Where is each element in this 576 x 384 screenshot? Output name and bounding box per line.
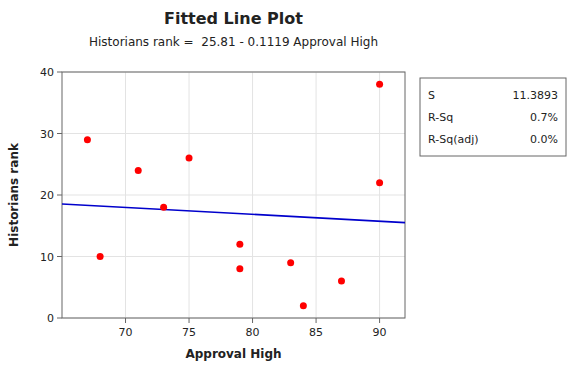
x-tick: [189, 318, 190, 323]
x-tick-label: 90: [373, 326, 387, 339]
chart: Fitted Line Plot Historians rank = 25.81 …: [0, 0, 576, 384]
x-grid-line: [252, 72, 253, 318]
y-tick: [57, 72, 62, 73]
stats-label: R-Sq: [428, 111, 453, 124]
y-grid-line: [62, 195, 405, 196]
x-tick-label: 75: [182, 326, 196, 339]
stats-value: 0.0%: [530, 133, 558, 146]
point: [160, 204, 167, 211]
y-tick-label: 20: [40, 189, 54, 202]
x-tick-label: 80: [246, 326, 260, 339]
y-tick-label: 40: [40, 66, 54, 79]
x-tick: [316, 318, 317, 323]
y-tick-label: 10: [40, 251, 54, 264]
x-tick-label: 70: [119, 326, 133, 339]
point: [376, 179, 383, 186]
stats-label: R-Sq(adj): [428, 133, 479, 146]
grid: [57, 72, 405, 323]
stats-label: S: [428, 89, 435, 102]
fit-line: [62, 204, 405, 223]
y-axis-label: Historians rank: [7, 142, 21, 247]
y-tick-label: 0: [47, 312, 54, 325]
point: [135, 167, 142, 174]
title: Fitted Line Plot: [164, 9, 303, 28]
x-tick: [125, 318, 126, 323]
x-grid-line: [316, 72, 317, 318]
x-tick-label: 85: [309, 326, 323, 339]
plot-frame: [62, 72, 405, 318]
point: [300, 302, 307, 309]
point: [376, 81, 383, 88]
point: [236, 265, 243, 272]
y-tick: [57, 195, 62, 196]
subtitle: Historians rank = 25.81 - 0.1119 Approva…: [89, 35, 378, 49]
point: [84, 136, 91, 143]
y-tick: [57, 133, 62, 134]
y-tick: [57, 256, 62, 257]
x-tick: [379, 318, 380, 323]
y-grid-line: [62, 256, 405, 257]
y-tick: [57, 318, 62, 319]
stats-box: [420, 78, 566, 156]
stats-value: 0.7%: [530, 111, 558, 124]
point: [97, 253, 104, 260]
x-grid-line: [379, 72, 380, 318]
marks: [62, 81, 405, 309]
point: [338, 278, 345, 285]
x-grid-line: [189, 72, 190, 318]
y-grid-line: [62, 133, 405, 134]
stats-value: 11.3893: [513, 89, 559, 102]
y-tick-label: 30: [40, 128, 54, 141]
point: [287, 259, 294, 266]
x-axis-label: Approval High: [185, 347, 281, 361]
x-grid-line: [125, 72, 126, 318]
x-tick: [252, 318, 253, 323]
point: [186, 155, 193, 162]
point: [236, 241, 243, 248]
